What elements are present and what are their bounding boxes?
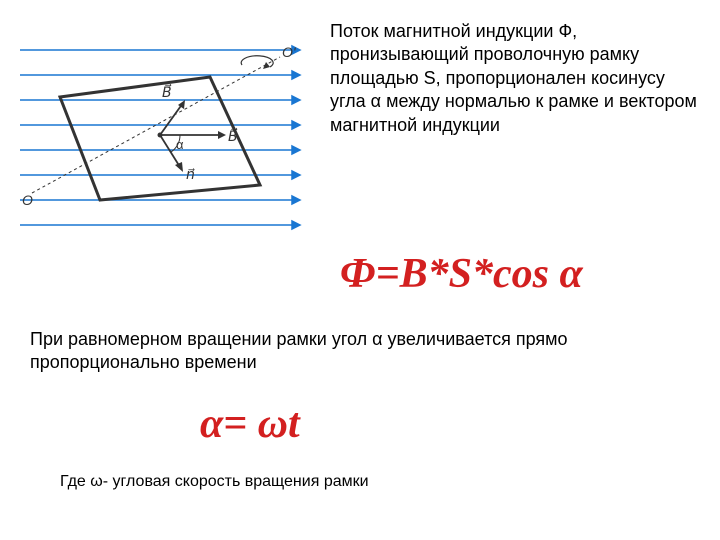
middle-description: При равномерном вращении рамки угол α ув… — [0, 318, 720, 375]
description-text: Поток магнитной индукции Ф, пронизывающи… — [310, 15, 710, 235]
sub-formula: α= ωt — [200, 400, 720, 448]
svg-text:O: O — [22, 192, 33, 208]
svg-text:O': O' — [282, 44, 297, 60]
svg-text:n⃗: n⃗ — [186, 166, 195, 182]
svg-text:B⃗: B⃗ — [162, 83, 172, 100]
svg-text:B⃗: B⃗ — [228, 127, 238, 144]
footnote-text: Где ω- угловая скорость вращения рамки — [0, 468, 720, 491]
main-formula: Ф=B*S*cos α — [340, 250, 720, 298]
magnetic-flux-diagram: O O' B⃗ B⃗ n⃗ α — [10, 15, 310, 235]
svg-text:α: α — [176, 137, 184, 152]
